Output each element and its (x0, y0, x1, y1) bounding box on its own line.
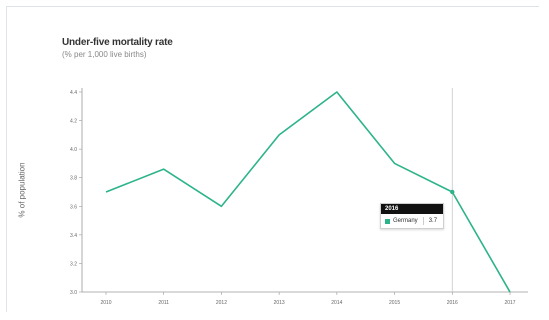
tooltip-series-name: Germany (393, 218, 418, 224)
tooltip-separator (422, 217, 424, 225)
y-tick-label: 4.0 (70, 147, 77, 153)
y-ticks: 3.0 3.2 3.4 3.6 3.8 4.0 4.2 4.4 (70, 90, 82, 296)
hover-point[interactable] (450, 189, 455, 195)
y-tick-label: 3.8 (70, 176, 77, 182)
tooltip: 2016 Germany 3.7 (380, 203, 444, 229)
series-germany[interactable] (105, 91, 511, 293)
y-tick-label: 3.2 (70, 261, 77, 267)
x-tick-label: 2010 (100, 300, 111, 306)
chart-subtitle: (% per 1,000 live births) (62, 50, 147, 59)
x-tick-label: 2013 (274, 300, 285, 306)
y-tick-label: 3.4 (70, 233, 77, 239)
y-tick-label: 4.2 (70, 119, 77, 125)
x-ticks: 2010 2011 2012 2013 2014 2015 2016 2017 (100, 292, 516, 306)
y-tick-label: 4.4 (70, 90, 77, 96)
x-tick-label: 2011 (158, 300, 169, 306)
x-tick-label: 2014 (331, 300, 342, 306)
series-line[interactable] (105, 91, 511, 293)
y-tick-label: 3.0 (70, 290, 77, 296)
y-tick-label: 3.6 (70, 204, 77, 210)
x-tick-label: 2016 (447, 300, 458, 306)
tooltip-swatch (385, 218, 390, 224)
axes (81, 88, 528, 293)
x-tick-label: 2012 (216, 300, 227, 306)
chart-card (6, 6, 539, 312)
tooltip-row: Germany 3.7 (381, 214, 443, 228)
tooltip-value: 3.7 (428, 218, 438, 224)
chart-title: Under-five mortality rate (62, 37, 173, 48)
x-tick-label: 2015 (389, 300, 400, 306)
tooltip-year: 2016 (381, 204, 443, 214)
x-tick-label: 2017 (504, 300, 515, 306)
